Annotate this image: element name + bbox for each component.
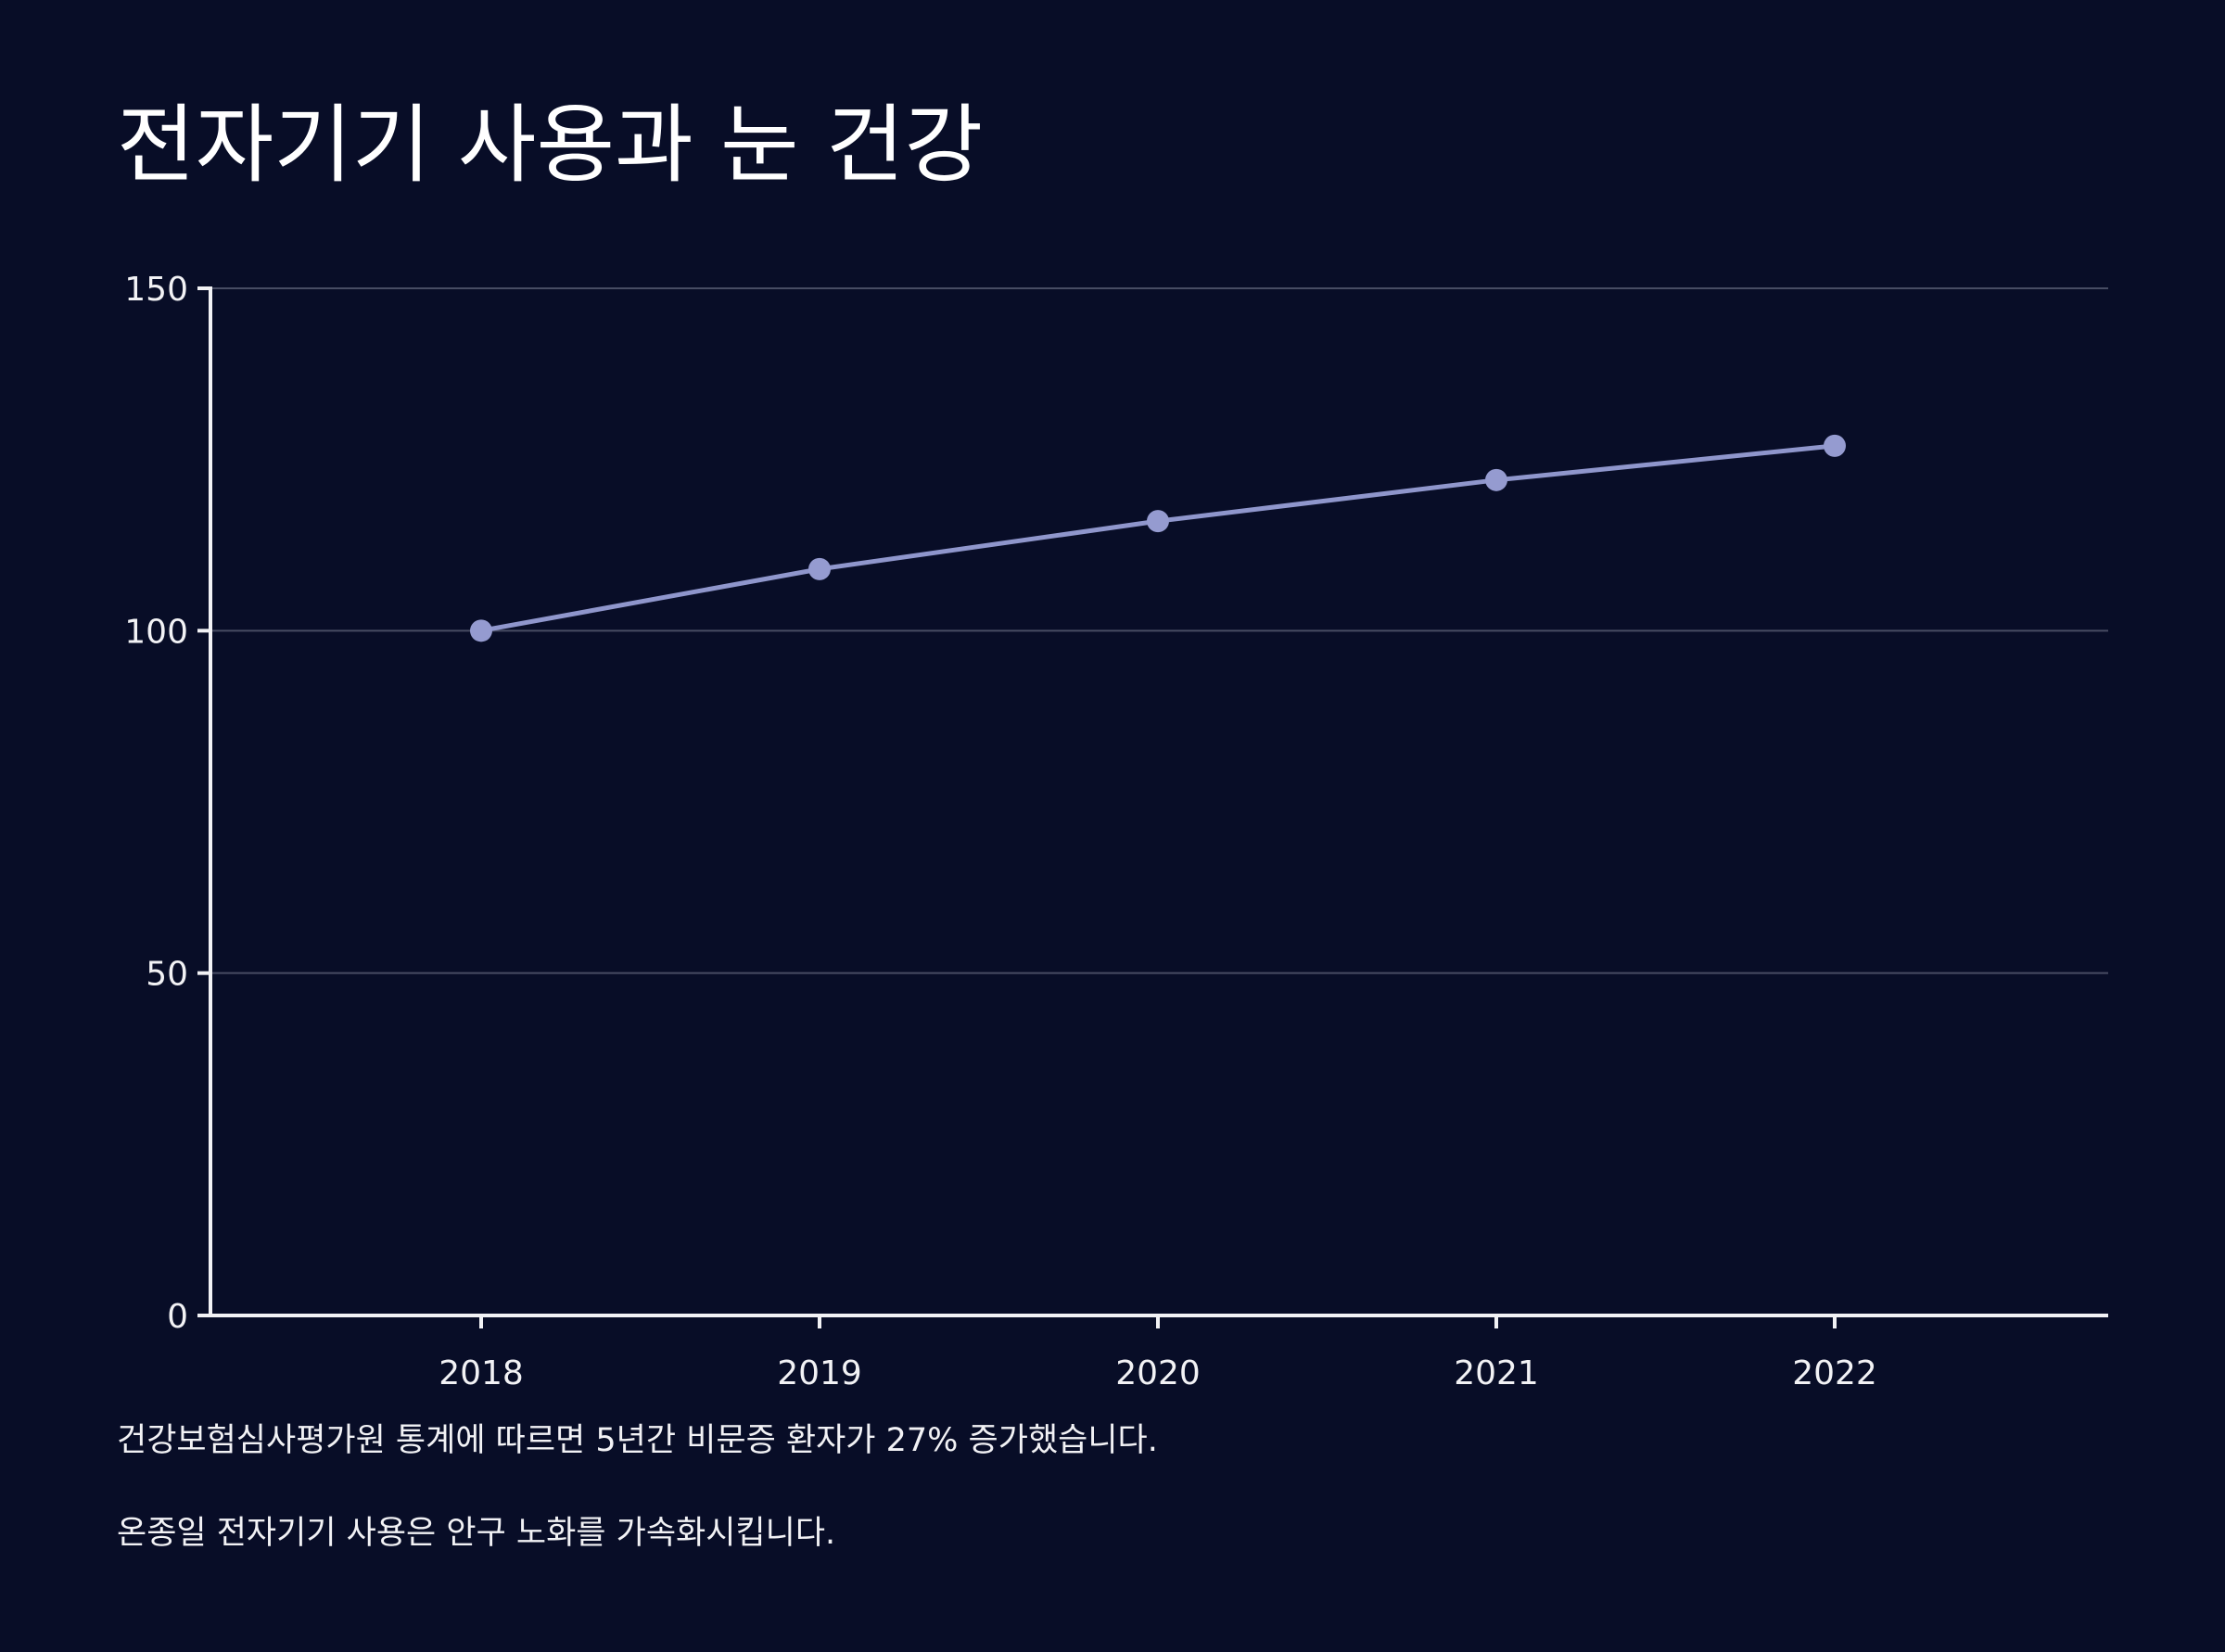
axes (197, 286, 2108, 1317)
y-tick-label-100: 100 (124, 613, 188, 651)
footnote-statistic: 건강보험심사평가원 통계에 따르면 5년간 비문증 환자가 27% 증가했습니다… (117, 1422, 1158, 1459)
series-line-0 (478, 443, 1837, 633)
chart-title: 전자기기 사용과 눈 건강 (117, 95, 983, 195)
footnote-warning: 온종일 전자기기 사용은 안구 노화를 가속화시킵니다. (117, 1515, 835, 1552)
x-tick-label-2020: 2020 (1115, 1354, 1201, 1392)
x-tick-label-2019: 2019 (777, 1354, 862, 1392)
data-point-2019 (808, 557, 831, 580)
x-tick-label-2022: 2022 (1792, 1354, 1877, 1392)
data-point-2020 (1147, 510, 1169, 533)
series-markers (470, 434, 1846, 642)
gridlines (210, 287, 2108, 974)
y-tick-label-150: 150 (124, 271, 188, 309)
y-axis-ticks: 0 50 100 150 (124, 271, 210, 1336)
x-tick-label-2021: 2021 (1454, 1354, 1539, 1392)
data-point-2021 (1485, 468, 1507, 491)
series-line (478, 443, 1837, 633)
y-tick-label-0: 0 (167, 1298, 188, 1336)
data-point-2022 (1824, 434, 1846, 457)
x-axis-ticks: 2018 2019 2020 2021 2022 (439, 1315, 1877, 1392)
x-tick-label-2018: 2018 (439, 1354, 524, 1392)
y-tick-label-50: 50 (146, 956, 188, 994)
data-point-2018 (470, 619, 492, 642)
